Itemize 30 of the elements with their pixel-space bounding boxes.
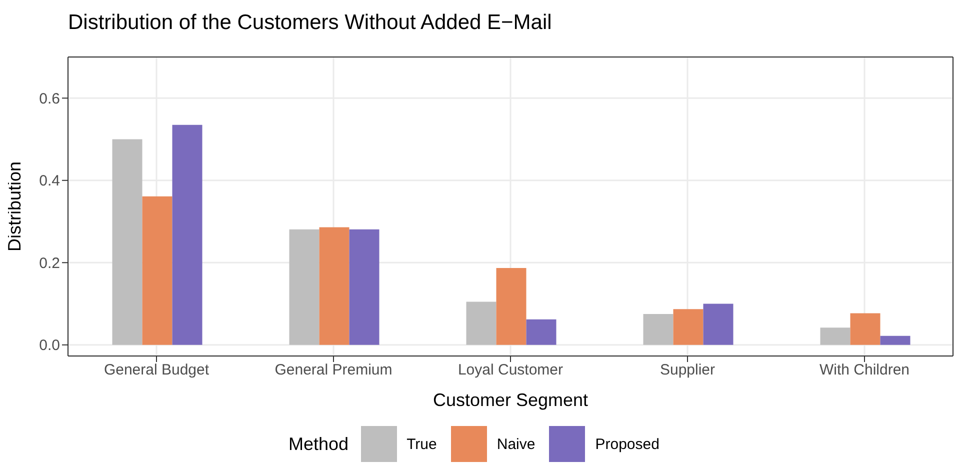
y-tick-label: 0.2 — [39, 254, 60, 272]
x-tick-label: General Premium — [274, 362, 392, 379]
legend-label: Proposed — [595, 436, 660, 452]
bar — [496, 268, 526, 345]
legend-title: Method — [288, 434, 349, 454]
x-tick-label: With Children — [819, 362, 910, 379]
bar — [673, 309, 704, 345]
bar — [172, 124, 202, 345]
bar — [319, 227, 350, 345]
legend-label: Naive — [496, 436, 536, 452]
bar — [850, 313, 880, 345]
x-tick-label: General Budget — [104, 362, 210, 379]
bar — [112, 139, 142, 345]
chart-title: Distribution of the Customers Without Added E−Mail — [67, 10, 553, 36]
bar — [466, 302, 496, 345]
y-tick-label: 0.4 — [39, 172, 60, 190]
x-tick-label: Supplier — [660, 362, 716, 379]
x-tick-label: Loyal Customer — [458, 362, 564, 379]
bar — [526, 319, 556, 345]
bar — [289, 229, 320, 345]
bar — [820, 328, 850, 345]
legend-label: True — [406, 436, 437, 452]
y-tick-label: 0.6 — [39, 90, 60, 108]
y-tick-label: 0.0 — [39, 337, 60, 354]
bar — [703, 304, 734, 345]
bar — [643, 314, 674, 345]
bar — [349, 229, 380, 345]
bar — [142, 196, 172, 345]
bar — [880, 336, 910, 345]
x-axis-title: Customer Segment — [432, 390, 588, 410]
